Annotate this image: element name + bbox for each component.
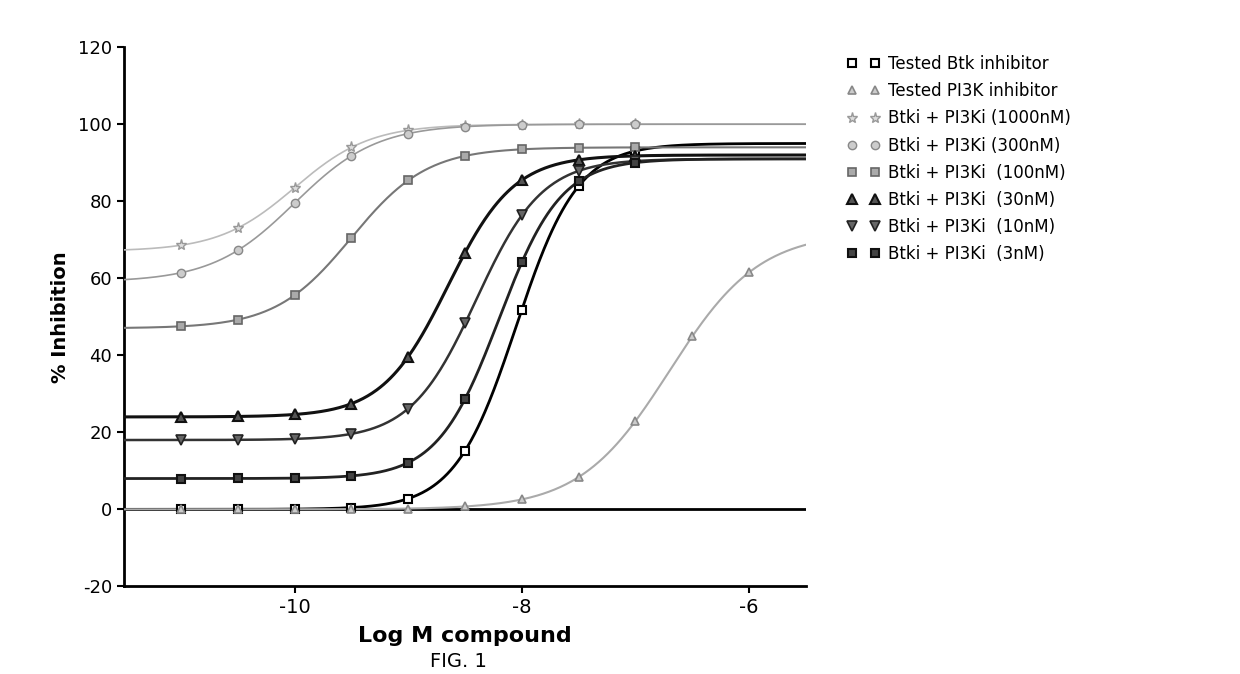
Btki + PI3Ki (1000nM): [572, 120, 587, 128]
Btki + PI3Ki (300nM): [174, 269, 188, 277]
Tested PI3K inhibitor: [572, 473, 587, 481]
Btki + PI3Ki  (30nM): [343, 400, 358, 408]
Tested PI3K inhibitor: [343, 505, 358, 513]
Tested Btk inhibitor: [174, 506, 188, 514]
Btki + PI3Ki  (30nM): [174, 412, 188, 421]
Tested Btk inhibitor: [572, 182, 587, 190]
Line: Btki + PI3Ki  (10nM): Btki + PI3Ki (10nM): [176, 156, 640, 445]
Btki + PI3Ki (1000nM): [515, 121, 529, 129]
Btki + PI3Ki  (10nM): [343, 430, 358, 438]
Btki + PI3Ki (1000nM): [286, 184, 303, 192]
Tested Btk inhibitor: [286, 505, 303, 513]
Btki + PI3Ki (300nM): [401, 129, 415, 137]
Btki + PI3Ki (1000nM): [231, 224, 246, 232]
Btki + PI3Ki (1000nM): [174, 241, 188, 249]
Line: Btki + PI3Ki (1000nM): Btki + PI3Ki (1000nM): [175, 119, 641, 251]
Btki + PI3Ki  (3nM): [572, 177, 587, 185]
Btki + PI3Ki  (100nM): [231, 315, 246, 324]
Tested PI3K inhibitor: [458, 502, 472, 510]
Btki + PI3Ki (1000nM): [343, 144, 358, 152]
Tested PI3K inhibitor: [231, 506, 246, 514]
Btki + PI3Ki (1000nM): [627, 120, 642, 128]
Btki + PI3Ki  (100nM): [627, 144, 642, 152]
Btki + PI3Ki  (10nM): [231, 436, 246, 444]
Btki + PI3Ki  (10nM): [515, 211, 529, 219]
Btki + PI3Ki  (30nM): [458, 249, 472, 257]
Btki + PI3Ki  (10nM): [458, 319, 472, 328]
Tested PI3K inhibitor: [286, 506, 303, 514]
Btki + PI3Ki (300nM): [343, 152, 358, 160]
Btki + PI3Ki  (3nM): [401, 458, 415, 466]
Line: Tested Btk inhibitor: Tested Btk inhibitor: [176, 147, 640, 514]
Btki + PI3Ki  (10nM): [401, 404, 415, 412]
Tested Btk inhibitor: [231, 506, 246, 514]
Line: Btki + PI3Ki  (3nM): Btki + PI3Ki (3nM): [176, 158, 640, 483]
Btki + PI3Ki  (100nM): [343, 234, 358, 242]
Tested PI3K inhibitor: [742, 268, 756, 276]
Btki + PI3Ki (1000nM): [401, 126, 415, 134]
Btki + PI3Ki  (100nM): [458, 152, 472, 160]
Btki + PI3Ki  (30nM): [286, 410, 303, 419]
Btki + PI3Ki  (3nM): [286, 474, 303, 482]
Btki + PI3Ki  (30nM): [627, 152, 642, 160]
Btki + PI3Ki  (10nM): [572, 167, 587, 175]
Btki + PI3Ki  (100nM): [401, 177, 415, 185]
Btki + PI3Ki (300nM): [627, 120, 642, 128]
Tested Btk inhibitor: [458, 447, 472, 455]
Btki + PI3Ki  (3nM): [458, 395, 472, 403]
Btki + PI3Ki  (100nM): [572, 144, 587, 152]
Line: Btki + PI3Ki  (100nM): Btki + PI3Ki (100nM): [176, 144, 640, 330]
Btki + PI3Ki  (30nM): [231, 412, 246, 421]
Btki + PI3Ki (1000nM): [458, 121, 472, 129]
Btki + PI3Ki (300nM): [572, 121, 587, 129]
Btki + PI3Ki  (100nM): [515, 146, 529, 154]
Tested PI3K inhibitor: [515, 495, 529, 503]
Y-axis label: % Inhibition: % Inhibition: [51, 251, 69, 383]
Text: FIG. 1: FIG. 1: [430, 652, 487, 671]
Btki + PI3Ki  (3nM): [174, 474, 188, 483]
Btki + PI3Ki  (10nM): [286, 435, 303, 443]
Btki + PI3Ki (300nM): [458, 123, 472, 131]
Tested PI3K inhibitor: [627, 417, 642, 425]
Btki + PI3Ki (300nM): [231, 247, 246, 255]
Tested Btk inhibitor: [515, 305, 529, 313]
Line: Btki + PI3Ki  (30nM): Btki + PI3Ki (30nM): [176, 151, 640, 422]
Btki + PI3Ki  (10nM): [174, 436, 188, 444]
Btki + PI3Ki  (3nM): [627, 158, 642, 166]
Btki + PI3Ki  (30nM): [515, 176, 529, 184]
Tested Btk inhibitor: [627, 147, 642, 155]
Btki + PI3Ki (300nM): [286, 199, 303, 207]
Btki + PI3Ki  (3nM): [343, 472, 358, 480]
Line: Btki + PI3Ki (300nM): Btki + PI3Ki (300nM): [176, 120, 640, 277]
Line: Tested PI3K inhibitor: Tested PI3K inhibitor: [176, 268, 754, 514]
Btki + PI3Ki  (100nM): [286, 291, 303, 299]
Btki + PI3Ki (300nM): [515, 121, 529, 129]
Btki + PI3Ki  (3nM): [231, 474, 246, 483]
Tested PI3K inhibitor: [174, 506, 188, 514]
Tested PI3K inhibitor: [684, 332, 699, 340]
Btki + PI3Ki  (3nM): [515, 258, 529, 266]
Tested Btk inhibitor: [343, 503, 358, 512]
Btki + PI3Ki  (100nM): [174, 322, 188, 330]
Btki + PI3Ki  (30nM): [572, 156, 587, 164]
Btki + PI3Ki  (30nM): [401, 353, 415, 361]
Btki + PI3Ki  (10nM): [627, 157, 642, 165]
Tested Btk inhibitor: [401, 495, 415, 503]
Tested PI3K inhibitor: [401, 505, 415, 513]
X-axis label: Log M compound: Log M compound: [358, 625, 572, 646]
Legend: Tested Btk inhibitor, Tested PI3K inhibitor, Btki + PI3Ki (1000nM), Btki + PI3Ki: Tested Btk inhibitor, Tested PI3K inhibi…: [842, 50, 1076, 268]
